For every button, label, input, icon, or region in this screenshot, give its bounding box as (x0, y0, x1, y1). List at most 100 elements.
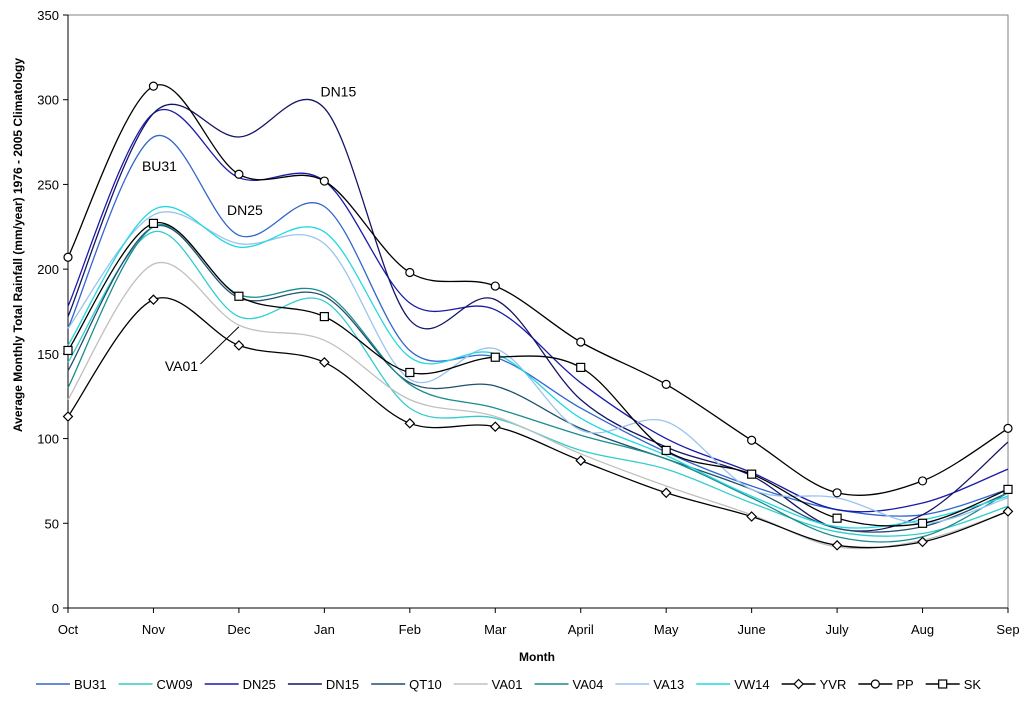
legend-label-sk: SK (964, 677, 982, 692)
y-tick-label: 250 (37, 177, 59, 192)
legend-marker-pp (870, 679, 880, 689)
data-point-sk (63, 345, 73, 356)
series-line-dn15 (67, 99, 1009, 532)
data-point-sk (661, 445, 671, 456)
series-line-vw14 (67, 206, 1009, 529)
legend-label-vw14: VW14 (734, 677, 769, 692)
data-point-yvr (575, 455, 587, 466)
legend-item-yvr: YVR (781, 677, 847, 692)
legend-item-qt10: QT10 (371, 677, 442, 692)
series-line-sk (67, 221, 1009, 527)
y-tick-label: 50 (45, 516, 59, 531)
data-point-sk (319, 311, 329, 322)
x-tick-label: July (826, 622, 850, 637)
data-point-sk (490, 352, 500, 362)
x-tick-label: Oct (58, 622, 79, 637)
legend: BU31 CW09 DN25 DN15 QT10 VA01 VA04 VA13 VW14 YVR P… (36, 677, 981, 692)
data-point-yvr (489, 421, 501, 433)
x-tick-label: Feb (399, 622, 421, 637)
series-vw14 (67, 206, 1009, 529)
legend-item-vw14: VW14 (696, 677, 770, 692)
data-point-pp (405, 267, 415, 278)
data-point-pp (832, 488, 842, 498)
x-tick-label: June (738, 622, 766, 637)
data-point-pp (917, 476, 928, 486)
x-tick-label: May (654, 622, 679, 637)
data-point-sk (917, 518, 928, 528)
series-line-dn25 (67, 108, 1009, 513)
data-point-yvr (233, 340, 245, 351)
data-point-sk (832, 513, 842, 523)
data-point-yvr (148, 294, 159, 305)
annotation-bu31: BU31 (142, 158, 177, 174)
data-point-yvr (62, 411, 74, 422)
y-tick-label: 100 (37, 432, 59, 447)
y-tick-label: 200 (37, 262, 59, 277)
x-tick-label: Mar (484, 622, 507, 637)
series-dn15 (67, 99, 1009, 532)
annotation-va01-leader (200, 326, 240, 365)
series-line-yvr (67, 297, 1009, 549)
data-point-sk (148, 218, 159, 228)
series-pp (63, 81, 1013, 498)
data-point-pp (234, 169, 244, 179)
data-point-pp (576, 337, 586, 347)
series-va13 (67, 211, 1009, 524)
legend-item-sk: SK (925, 677, 982, 692)
y-tick-label: 300 (37, 93, 59, 108)
legend-label-dn25: DN25 (243, 677, 276, 692)
data-point-sk (234, 291, 244, 301)
x-tick-label: Aug (911, 622, 934, 637)
legend-item-va01: VA01 (453, 677, 523, 692)
x-tick-label: Jan (314, 622, 335, 637)
series-line-cw09 (67, 230, 1009, 537)
data-point-sk (747, 469, 757, 479)
series-cw09 (67, 230, 1009, 537)
x-axis-title: Month (519, 650, 555, 664)
data-point-yvr (404, 417, 416, 429)
x-tick-label: Sep (996, 622, 1019, 637)
data-point-yvr (831, 539, 843, 551)
legend-item-dn25: DN25 (204, 677, 276, 692)
legend-marker-yvr (793, 678, 804, 690)
annotation-dn15: DN15 (320, 83, 356, 99)
annotation-dn25: DN25 (227, 202, 263, 218)
data-point-yvr (319, 356, 330, 368)
legend-marker-sk (938, 679, 948, 689)
y-tick-label: 0 (52, 601, 59, 616)
annotation-va01: VA01 (165, 358, 198, 374)
data-point-pp (63, 252, 73, 262)
data-point-sk (1003, 484, 1013, 494)
legend-label-cw09: CW09 (157, 677, 193, 692)
data-point-pp (661, 379, 671, 389)
legend-label-dn15: DN15 (326, 677, 359, 692)
legend-item-bu31: BU31 (36, 677, 107, 692)
data-point-yvr (1002, 506, 1014, 517)
x-tick-label: Nov (142, 622, 166, 637)
series-sk (63, 218, 1013, 528)
data-point-pp (747, 435, 757, 445)
legend-item-va04: VA04 (534, 677, 604, 692)
x-tick-label: Dec (227, 622, 251, 637)
legend-label-va13: VA13 (653, 677, 684, 692)
legend-item-pp: PP (858, 677, 914, 692)
legend-label-pp: PP (896, 677, 913, 692)
series-line-qt10 (67, 224, 1009, 533)
legend-label-yvr: YVR (820, 677, 847, 692)
data-point-sk (576, 362, 586, 373)
data-point-yvr (746, 511, 757, 522)
data-point-yvr (660, 487, 672, 499)
data-point-yvr (917, 536, 928, 548)
data-point-pp (148, 81, 159, 91)
data-point-sk (405, 367, 415, 378)
legend-label-va04: VA04 (573, 677, 604, 692)
data-point-pp (490, 281, 500, 291)
series-dn25 (67, 108, 1009, 513)
legend-label-bu31: BU31 (74, 677, 107, 692)
y-tick-label: 150 (37, 347, 59, 362)
series-yvr (62, 294, 1014, 551)
legend-label-qt10: QT10 (409, 677, 442, 692)
legend-item-va13: VA13 (615, 677, 684, 692)
